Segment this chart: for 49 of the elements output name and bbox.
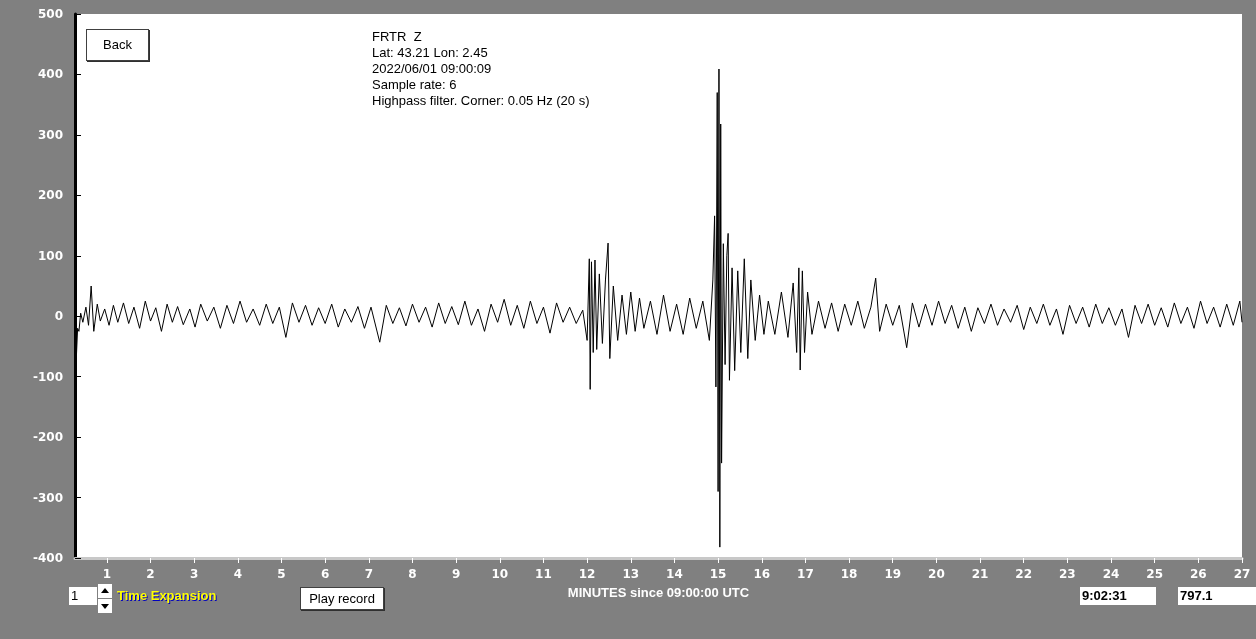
x-tick-label: 16	[753, 567, 771, 581]
x-tick-label: 12	[578, 567, 596, 581]
y-tick-label: -300	[32, 490, 63, 505]
x-tick-label: 13	[622, 567, 640, 581]
text: 797.1	[1178, 587, 1256, 605]
x-tick-label: 15	[709, 567, 727, 581]
x-tick-label: 6	[320, 567, 330, 581]
y-tick-label: 300	[37, 127, 63, 142]
x-tick-label: 27	[1233, 567, 1251, 581]
x-tick-label: 20	[928, 567, 945, 581]
annotation: Back	[86, 29, 149, 61]
x-tick-label: 14	[666, 567, 683, 581]
text: 1	[69, 587, 97, 605]
x-tick-label: 3	[190, 567, 199, 581]
y-tick-label: 100	[37, 248, 63, 263]
text: Time Expansion	[117, 588, 217, 603]
x-tick-label: 22	[1015, 567, 1033, 581]
text: Play record	[300, 587, 384, 610]
x-tick-label: 18	[840, 567, 858, 581]
x-tick-label: 2	[146, 567, 155, 581]
x-axis-title: MINUTES since 09:00:00 UTC	[567, 585, 750, 600]
x-tick-label: 11	[535, 567, 552, 581]
x-tick-label: 17	[797, 567, 814, 581]
x-tick-label: 7	[364, 567, 373, 581]
annotation: Sample rate: 6	[372, 77, 457, 93]
x-tick-label: 26	[1189, 567, 1207, 581]
annotation: Highpass filter. Corner: 0.05 Hz (20 s)	[372, 93, 590, 109]
y-tick-label: -100	[32, 369, 63, 384]
x-tick-label: 23	[1059, 567, 1076, 581]
x-tick-label: 25	[1146, 567, 1164, 581]
text: FRTR Z	[372, 29, 422, 44]
x-tick-label: 24	[1102, 567, 1120, 581]
x-tick-label: 5	[277, 567, 286, 581]
annotation: Lat: 43.21 Lon: 2.45	[372, 45, 488, 61]
y-tick-label: 200	[37, 188, 63, 203]
x-tick-label: 1	[102, 567, 112, 581]
y-tick-label: 400	[37, 67, 63, 82]
y-tick-label: -400	[32, 551, 63, 565]
text: 9:02:31	[1080, 587, 1156, 605]
annotation: 2022/06/01 09:00:09	[372, 61, 492, 77]
x-tick-label: 9	[451, 567, 461, 581]
x-tick-label: 4	[233, 567, 243, 581]
x-tick-label: 21	[971, 567, 989, 581]
x-tick-label: 8	[408, 567, 417, 581]
y-tick-label: 500	[37, 7, 63, 21]
y-tick-label: -200	[32, 430, 63, 445]
x-tick-label: 10	[491, 567, 509, 581]
x-tick-label: 19	[884, 567, 902, 581]
y-tick-label: 0	[54, 309, 63, 324]
